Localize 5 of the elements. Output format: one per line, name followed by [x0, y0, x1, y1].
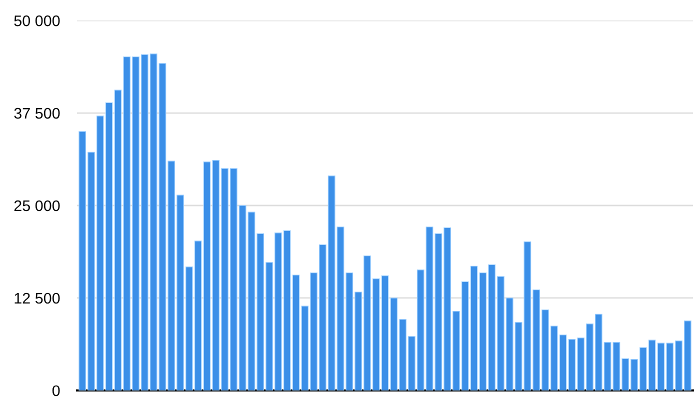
y-tick-label: 50 000 — [14, 15, 60, 26]
y-tick-label: 37 500 — [14, 108, 60, 119]
y-tick-label: 12 500 — [14, 292, 60, 304]
y-tick-label: 0 — [52, 385, 60, 396]
y-tick-label: 25 000 — [14, 200, 60, 212]
